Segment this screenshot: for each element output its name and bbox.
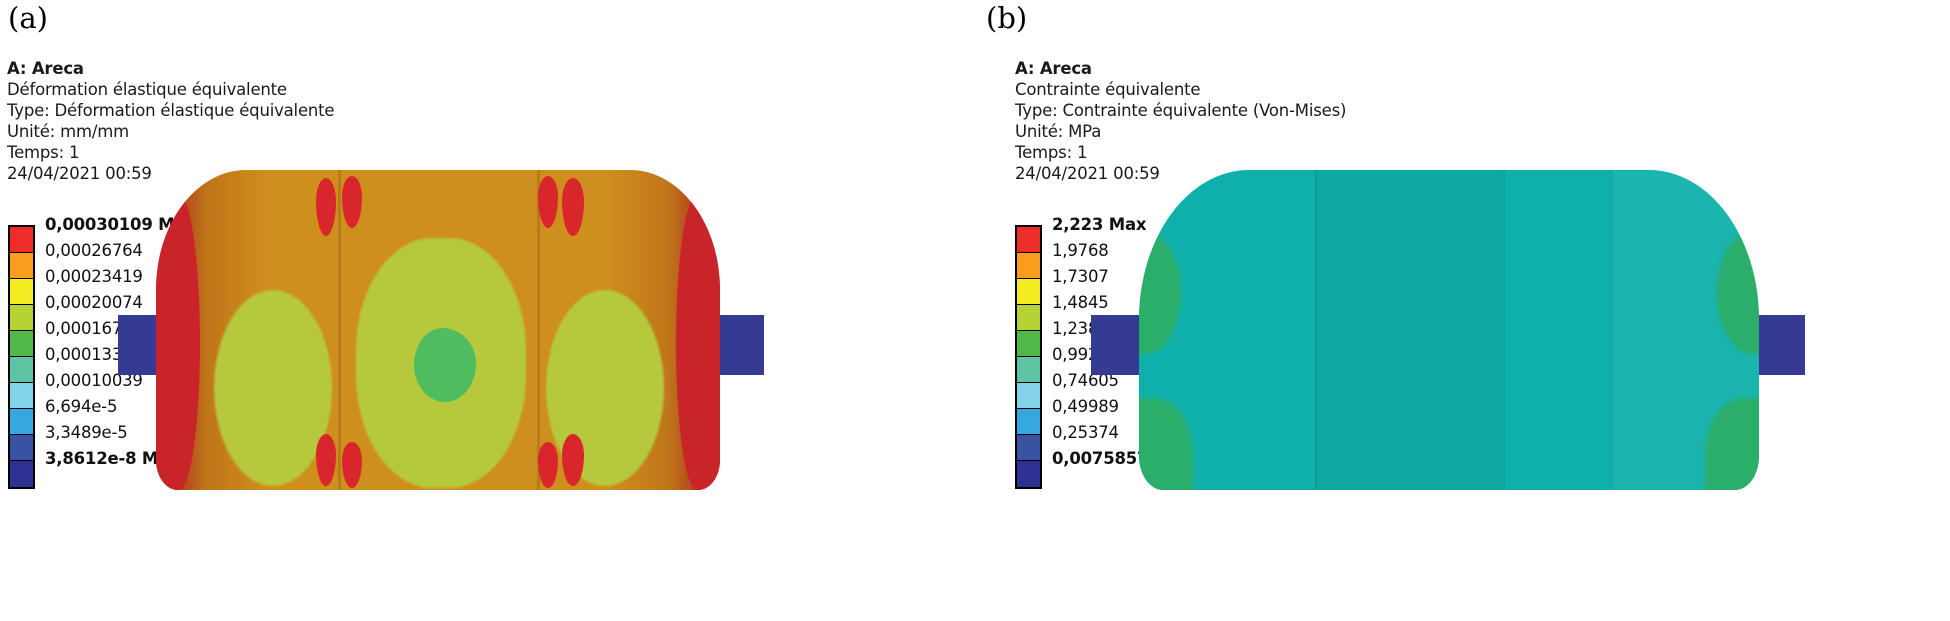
- study-name: A: Areca: [7, 59, 84, 78]
- colorbar-swatch: [1017, 409, 1040, 435]
- pad-body-b: [1139, 170, 1759, 490]
- result-type: Type: Contrainte équivalente (Von-Mises): [1015, 101, 1347, 120]
- colorbar-label: 0,49989: [1052, 397, 1119, 416]
- colorbar-label-max: 2,223 Max: [1052, 215, 1147, 234]
- high-strain-edge-right: [676, 196, 720, 490]
- colorbar-label: 0,74605: [1052, 371, 1119, 390]
- colorbar-swatch: [1017, 227, 1040, 253]
- colorbar-swatch: [10, 357, 33, 383]
- result-unit: Unité: mm/mm: [7, 122, 129, 141]
- result-time: Temps: 1: [7, 143, 80, 162]
- brake-pad-contour-b: [1091, 170, 1805, 490]
- colorbar-swatch: [10, 227, 33, 253]
- colorbar-swatch: [1017, 331, 1040, 357]
- pad-seam-left: [338, 170, 341, 490]
- colorbar-swatch: [10, 435, 33, 461]
- stress-band-center: [1315, 170, 1503, 490]
- hotspot-top-right-b: [562, 178, 584, 236]
- colorbar: [1015, 225, 1042, 489]
- colorbar-label: 1,4845: [1052, 293, 1109, 312]
- colorbar-label: 3,3489e-5: [45, 423, 128, 442]
- panel-a: (a) A: Areca Déformation élastique équiv…: [7, 1, 764, 490]
- high-strain-edge-left: [156, 196, 200, 490]
- hotspot-bottom-right-a: [538, 442, 558, 488]
- colorbar-label: 0,25374: [1052, 423, 1119, 442]
- colorbar-label-min: 3,8612e-8 Min: [45, 449, 176, 468]
- hotspot-bottom-left-b: [342, 442, 362, 488]
- colorbar-swatch: [10, 305, 33, 331]
- colorbar-label: 1,9768: [1052, 241, 1109, 260]
- pad-seam-center: [1503, 170, 1505, 490]
- panel-a-colorbar-legend: 0,00030109 Max 0,00026764 0,00023419 0,0…: [8, 215, 196, 489]
- colorbar-label: 0,00010039: [45, 371, 143, 390]
- pad-seam-right: [1611, 170, 1613, 490]
- colorbar-swatch: [1017, 305, 1040, 331]
- colorbar-swatch: [1017, 461, 1040, 487]
- pad-seam-left: [1315, 170, 1317, 490]
- panel-b-label: (b): [986, 1, 1028, 35]
- colorbar-swatch: [10, 331, 33, 357]
- brake-pad-contour-a: [118, 170, 764, 490]
- colorbar-label: 0,00023419: [45, 267, 143, 286]
- hotspot-top-left-b: [342, 176, 362, 228]
- colorbar-swatch: [10, 409, 33, 435]
- result-time: Temps: 1: [1015, 143, 1088, 162]
- colorbar-swatch: [10, 461, 33, 487]
- strain-core-spot: [414, 328, 476, 402]
- colorbar-label: 0,00026764: [45, 241, 143, 260]
- colorbar-label: 6,694e-5: [45, 397, 118, 416]
- colorbar-swatch: [1017, 435, 1040, 461]
- colorbar-swatch: [10, 279, 33, 305]
- colorbar: [8, 225, 35, 489]
- colorbar-swatch: [1017, 383, 1040, 409]
- colorbar-label: 1,7307: [1052, 267, 1109, 286]
- panel-a-label: (a): [8, 1, 48, 35]
- panel-b-info-block: A: Areca Contrainte équivalente Type: Co…: [1015, 58, 1346, 184]
- colorbar-swatch: [1017, 279, 1040, 305]
- panel-b: (b) A: Areca Contrainte équivalente Type…: [975, 0, 1950, 621]
- result-timestamp: 24/04/2021 00:59: [7, 164, 152, 183]
- colorbar-label: 0,00020074: [45, 293, 143, 312]
- hotspot-top-right-a: [538, 176, 558, 228]
- stress-field-base: [1139, 170, 1759, 490]
- hotspot-bottom-right-b: [562, 434, 584, 486]
- colorbar-swatch: [1017, 357, 1040, 383]
- result-type: Type: Déformation élastique équivalente: [7, 101, 335, 120]
- result-name: Contrainte équivalente: [1015, 80, 1201, 99]
- result-timestamp: 24/04/2021 00:59: [1015, 164, 1160, 183]
- strain-lobe-left: [214, 290, 332, 486]
- colorbar-swatch: [10, 253, 33, 279]
- pad-seam-right: [537, 170, 540, 490]
- hotspot-bottom-left-a: [316, 434, 336, 486]
- result-unit: Unité: MPa: [1015, 122, 1102, 141]
- hotspot-top-left-a: [316, 178, 336, 236]
- colorbar-swatch: [1017, 253, 1040, 279]
- panel-a-info-block: A: Areca Déformation élastique équivalen…: [7, 58, 335, 184]
- panel-b-colorbar-legend: 2,223 Max 1,9768 1,7307 1,4845 1,2384 0,…: [1015, 215, 1187, 489]
- result-name: Déformation élastique équivalente: [7, 80, 287, 99]
- study-name: A: Areca: [1015, 59, 1092, 78]
- colorbar-swatch: [10, 383, 33, 409]
- pad-body-a: [156, 170, 720, 490]
